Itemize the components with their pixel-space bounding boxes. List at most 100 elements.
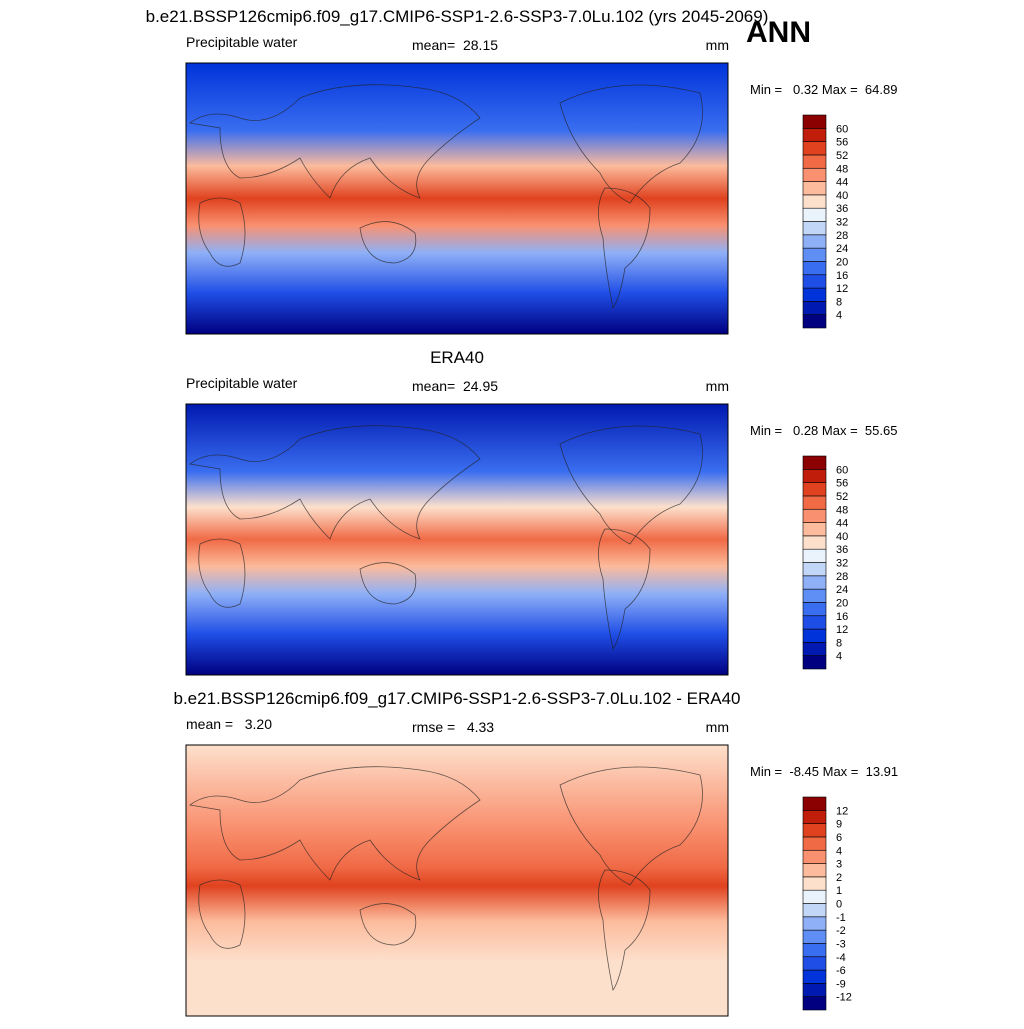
colorbar-box (802, 469, 827, 483)
coastline (598, 528, 651, 650)
colorbar-box (802, 849, 827, 864)
left-label: Precipitable water (186, 34, 298, 50)
panel-title: b.e21.BSSP126cmip6.f09_g17.CMIP6-SSP1-2.… (146, 7, 769, 26)
colorbar-label: 32 (836, 558, 848, 570)
colorbar-label: -3 (836, 938, 846, 950)
colorbar-box (802, 287, 827, 302)
colorbar-box (802, 522, 827, 537)
coastline (559, 84, 703, 204)
colorbar-box (802, 863, 827, 878)
left-label: mean = 3.20 (186, 716, 272, 732)
colorbar-label: 44 (836, 177, 848, 189)
colorbar-label: 8 (836, 637, 842, 649)
colorbar-box (802, 929, 827, 944)
colorbar-box (802, 823, 827, 838)
colorbar-label: 1 (836, 885, 842, 897)
colorbar-box (802, 602, 827, 617)
colorbar-box (802, 141, 827, 156)
colorbar-box (802, 247, 827, 262)
colorbar-box (802, 889, 827, 904)
colorbar-label: 48 (836, 163, 848, 175)
coastline (198, 879, 246, 949)
colorbar-box (802, 234, 827, 249)
colorbar-box (802, 548, 827, 563)
colorbar-label: 28 (836, 571, 848, 583)
colorbar-label: 20 (836, 597, 848, 609)
colorbar-label: 8 (836, 296, 842, 308)
coastline (598, 187, 651, 309)
colorbar-label: 12 (836, 624, 848, 636)
colorbar-box (802, 655, 827, 670)
colorbar-box (802, 642, 827, 656)
colorbar-label: 24 (836, 584, 848, 596)
colorbar-box (802, 796, 827, 811)
coastline (198, 538, 246, 608)
colorbar-label: 6 (836, 832, 842, 844)
colorbar-box (802, 535, 827, 550)
colorbar-label: -1 (836, 912, 846, 924)
coastline (189, 425, 481, 540)
colorbar-label: 3 (836, 859, 842, 871)
coastline (189, 766, 481, 881)
coastline (189, 84, 481, 199)
units-label: mm (706, 37, 729, 53)
colorbar-box (802, 261, 827, 276)
units-label: mm (706, 719, 729, 735)
colorbar-box (802, 903, 827, 918)
colorbar-box (802, 810, 827, 824)
range-label: Min = 0.32 Max = 64.89 (750, 82, 897, 97)
colorbar-box (802, 128, 827, 142)
coastline (359, 903, 417, 946)
colorbar-label: 4 (836, 845, 842, 857)
colorbar-label: 4 (836, 651, 842, 663)
colorbar-label: 60 (836, 464, 848, 476)
colorbar-box (802, 836, 827, 851)
colorbar-box (802, 274, 827, 289)
colorbar-box (802, 314, 827, 329)
range-label: Min = -8.45 Max = 13.91 (750, 764, 898, 779)
colorbar-box (802, 588, 827, 603)
panel-title: ERA40 (430, 348, 484, 367)
colorbar-label: 32 (836, 217, 848, 229)
coastline (198, 197, 246, 267)
colorbar-label: -9 (836, 978, 846, 990)
colorbar-box (802, 983, 827, 997)
season-title: ANN (746, 16, 811, 49)
map-field (185, 62, 729, 335)
colorbar-label: 40 (836, 531, 848, 543)
colorbar-box (802, 956, 827, 971)
colorbar-box (802, 114, 827, 129)
colorbar-box (802, 221, 827, 236)
range-label: Min = 0.28 Max = 55.65 (750, 423, 897, 438)
colorbar-label: 36 (836, 544, 848, 556)
colorbar-label: 56 (836, 478, 848, 490)
map-field (185, 744, 729, 1017)
center-label: mean= 24.95 (412, 378, 498, 394)
panel-title: b.e21.BSSP126cmip6.f09_g17.CMIP6-SSP1-2.… (173, 689, 740, 708)
colorbar-box (802, 207, 827, 222)
colorbar-label: 56 (836, 137, 848, 149)
map-field (185, 403, 729, 676)
colorbar-label: 2 (836, 872, 842, 884)
colorbar-label: -12 (836, 992, 852, 1004)
colorbar-box (802, 969, 827, 984)
colorbar-box (802, 615, 827, 630)
colorbar-box (802, 455, 827, 470)
colorbar-label: 60 (836, 123, 848, 135)
left-label: Precipitable water (186, 375, 298, 391)
colorbar-label: 48 (836, 504, 848, 516)
colorbar-label: 0 (836, 899, 842, 911)
colorbar-box (802, 575, 827, 590)
colorbar-box (802, 628, 827, 643)
colorbar-label: 16 (836, 611, 848, 623)
coastline (559, 425, 703, 545)
colorbar-box (802, 943, 827, 958)
colorbar-box (802, 495, 827, 510)
colorbar-box (802, 916, 827, 931)
colorbar-label: 52 (836, 150, 848, 162)
colorbar-box (802, 181, 827, 196)
colorbar-label: 12 (836, 805, 848, 817)
center-label: mean= 28.15 (412, 37, 498, 53)
colorbar-box (802, 996, 827, 1011)
